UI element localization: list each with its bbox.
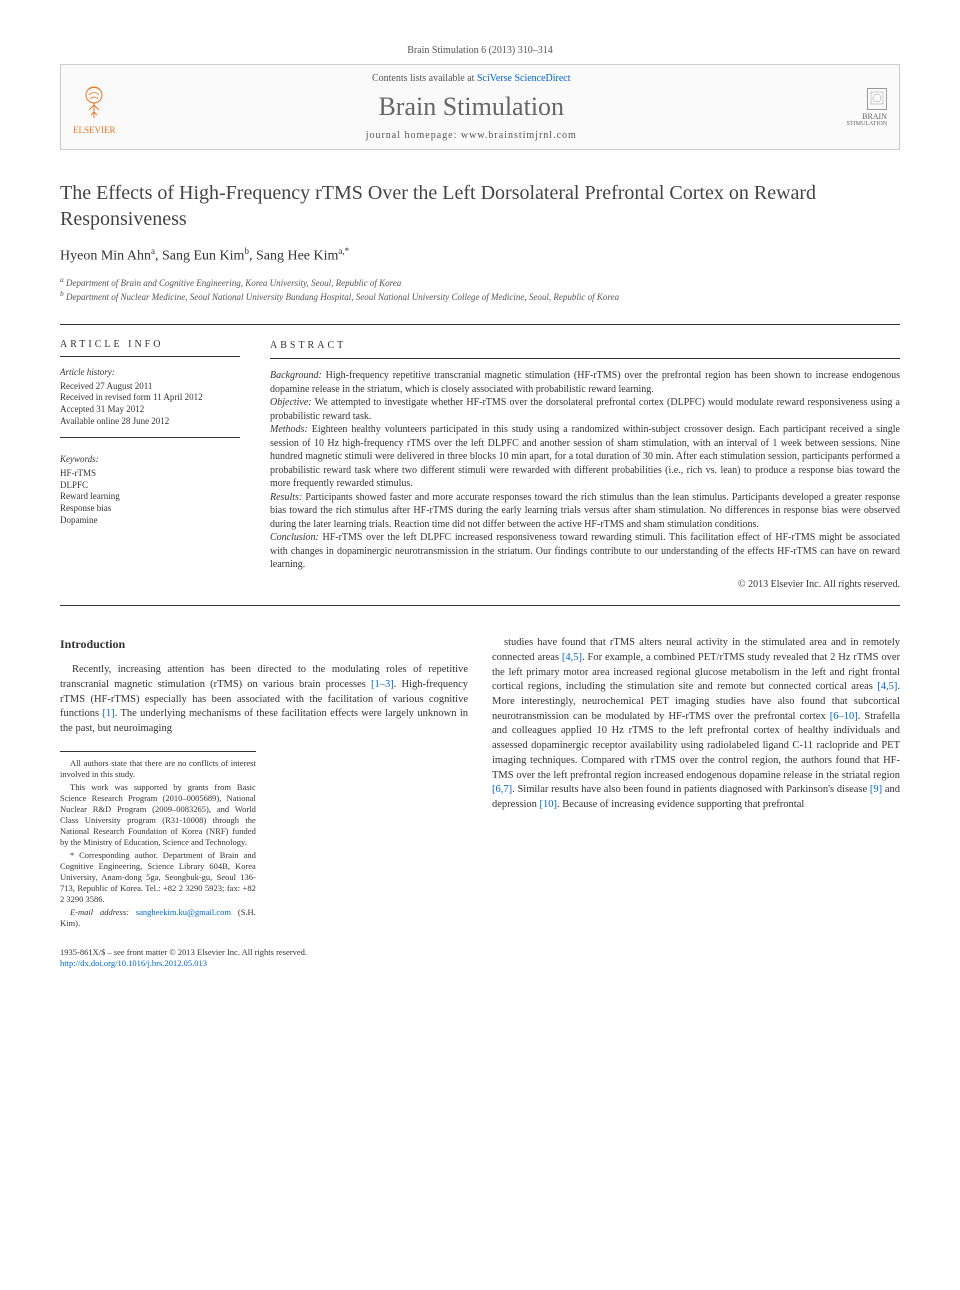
journal-title: Brain Stimulation bbox=[116, 92, 828, 122]
footnotes: All authors state that there are no conf… bbox=[60, 751, 256, 930]
elsevier-tree-icon bbox=[74, 80, 114, 125]
ref-10[interactable]: [10] bbox=[540, 799, 558, 810]
author-3-affil: a,* bbox=[338, 246, 349, 256]
abstract-background: Background: High-frequency repetitive tr… bbox=[270, 369, 900, 396]
ref-6-7[interactable]: [6,7] bbox=[492, 784, 512, 795]
accepted-date: Accepted 31 May 2012 bbox=[60, 404, 240, 416]
keywords-block: Keywords: HF-rTMS DLPFC Reward learning … bbox=[60, 437, 240, 526]
ref-6-10[interactable]: [6–10] bbox=[830, 711, 858, 722]
abstract-results: Results: Participants showed faster and … bbox=[270, 491, 900, 532]
email-link[interactable]: sangheekim.ku@gmail.com bbox=[136, 907, 231, 917]
background-text: High-frequency repetitive transcranial m… bbox=[270, 370, 900, 395]
page-footer: 1935-861X/$ – see front matter © 2013 El… bbox=[60, 947, 900, 969]
author-1: Hyeon Min Ahn bbox=[60, 249, 151, 264]
author-2: Sang Eun Kim bbox=[162, 249, 244, 264]
abstract-copyright: © 2013 Elsevier Inc. All rights reserved… bbox=[270, 578, 900, 592]
introduction-heading: Introduction bbox=[60, 636, 468, 653]
elsevier-logo: ELSEVIER bbox=[73, 80, 116, 135]
ref-1-3[interactable]: [1–3] bbox=[371, 679, 394, 690]
footnote-conflict: All authors state that there are no conf… bbox=[60, 758, 256, 780]
header-citation: Brain Stimulation 6 (2013) 310–314 bbox=[60, 45, 900, 56]
article-info-block: ARTICLE INFO Article history: Received 2… bbox=[60, 339, 240, 592]
elsevier-text: ELSEVIER bbox=[73, 125, 116, 135]
ref-4-5b[interactable]: [4,5] bbox=[877, 681, 897, 692]
email-label: E-mail address: bbox=[70, 907, 136, 917]
abstract-methods: Methods: Eighteen healthy volunteers par… bbox=[270, 423, 900, 491]
journal-homepage: journal homepage: www.brainstimjrnl.com bbox=[116, 130, 828, 141]
abstract-objective: Objective: We attempted to investigate w… bbox=[270, 396, 900, 423]
online-date: Available online 28 June 2012 bbox=[60, 416, 240, 428]
objective-text: We attempted to investigate whether HF-r… bbox=[270, 397, 900, 422]
intro-para-2: studies have found that rTMS alters neur… bbox=[492, 636, 900, 812]
footer-copyright: 1935-861X/$ – see front matter © 2013 El… bbox=[60, 947, 900, 958]
ref-1[interactable]: [1] bbox=[102, 708, 114, 719]
affil-label-a: a bbox=[60, 275, 64, 284]
received-date: Received 27 August 2011 bbox=[60, 381, 240, 393]
affiliation-b: b Department of Nuclear Medicine, Seoul … bbox=[60, 289, 900, 304]
journal-header-box: ELSEVIER Contents lists available at Sci… bbox=[60, 64, 900, 150]
keyword-5: Dopamine bbox=[60, 515, 240, 527]
affil-b-text: Department of Nuclear Medicine, Seoul Na… bbox=[66, 292, 619, 302]
body-columns: Introduction Recently, increasing attent… bbox=[60, 636, 900, 931]
methods-text: Eighteen healthy volunteers participated… bbox=[270, 424, 900, 489]
affiliations: a Department of Brain and Cognitive Engi… bbox=[60, 275, 900, 304]
author-1-affil: a bbox=[151, 246, 155, 256]
authors-line: Hyeon Min Ahna, Sang Eun Kimb, Sang Hee … bbox=[60, 246, 900, 265]
keyword-1: HF-rTMS bbox=[60, 468, 240, 480]
abstract-block: ABSTRACT Background: High-frequency repe… bbox=[270, 339, 900, 592]
history-label: Article history: bbox=[60, 367, 240, 379]
page-container: Brain Stimulation 6 (2013) 310–314 ELSEV… bbox=[0, 0, 960, 1014]
brain-stim-cover: BRAIN STIMULATION bbox=[827, 88, 887, 127]
ref-4-5a[interactable]: [4,5] bbox=[562, 652, 582, 663]
author-3: Sang Hee Kim bbox=[256, 249, 338, 264]
article-title: The Effects of High-Frequency rTMS Over … bbox=[60, 180, 900, 232]
conclusion-label: Conclusion: bbox=[270, 532, 319, 543]
results-text: Participants showed faster and more accu… bbox=[270, 492, 900, 530]
footnote-email: E-mail address: sangheekim.ku@gmail.com … bbox=[60, 907, 256, 929]
header-center: Contents lists available at SciVerse Sci… bbox=[116, 73, 828, 141]
keyword-3: Reward learning bbox=[60, 491, 240, 503]
keyword-2: DLPFC bbox=[60, 480, 240, 492]
keywords-label: Keywords: bbox=[60, 454, 240, 466]
doi-link[interactable]: http://dx.doi.org/10.1016/j.brs.2012.05.… bbox=[60, 958, 207, 968]
footnote-funding: This work was supported by grants from B… bbox=[60, 782, 256, 848]
sciencedirect-link[interactable]: SciVerse ScienceDirect bbox=[477, 73, 571, 84]
footnote-corresponding: * Corresponding author. Department of Br… bbox=[60, 850, 256, 905]
affiliation-a: a Department of Brain and Cognitive Engi… bbox=[60, 275, 900, 290]
background-label: Background: bbox=[270, 370, 322, 381]
keyword-4: Response bias bbox=[60, 503, 240, 515]
article-info-heading: ARTICLE INFO bbox=[60, 339, 240, 357]
brain-sub-text: STIMULATION bbox=[827, 121, 887, 127]
intro-para-1: Recently, increasing attention has been … bbox=[60, 663, 468, 736]
brain-text: BRAIN bbox=[827, 112, 887, 121]
author-2-affil: b bbox=[244, 246, 249, 256]
revised-date: Received in revised form 11 April 2012 bbox=[60, 392, 240, 404]
info-abstract-row: ARTICLE INFO Article history: Received 2… bbox=[60, 324, 900, 607]
affil-a-text: Department of Brain and Cognitive Engine… bbox=[66, 278, 401, 288]
affil-label-b: b bbox=[60, 289, 64, 298]
results-label: Results: bbox=[270, 492, 302, 503]
abstract-heading: ABSTRACT bbox=[270, 339, 900, 360]
brain-mark-icon bbox=[867, 88, 887, 110]
ref-9[interactable]: [9] bbox=[870, 784, 882, 795]
methods-label: Methods: bbox=[270, 424, 308, 435]
homepage-url: www.brainstimjrnl.com bbox=[461, 130, 577, 141]
abstract-conclusion: Conclusion: HF-rTMS over the left DLPFC … bbox=[270, 531, 900, 572]
conclusion-text: HF-rTMS over the left DLPFC increased re… bbox=[270, 532, 900, 570]
objective-label: Objective: bbox=[270, 397, 312, 408]
homepage-label: journal homepage: bbox=[366, 130, 461, 141]
contents-line: Contents lists available at SciVerse Sci… bbox=[116, 73, 828, 84]
contents-prefix: Contents lists available at bbox=[372, 73, 477, 84]
